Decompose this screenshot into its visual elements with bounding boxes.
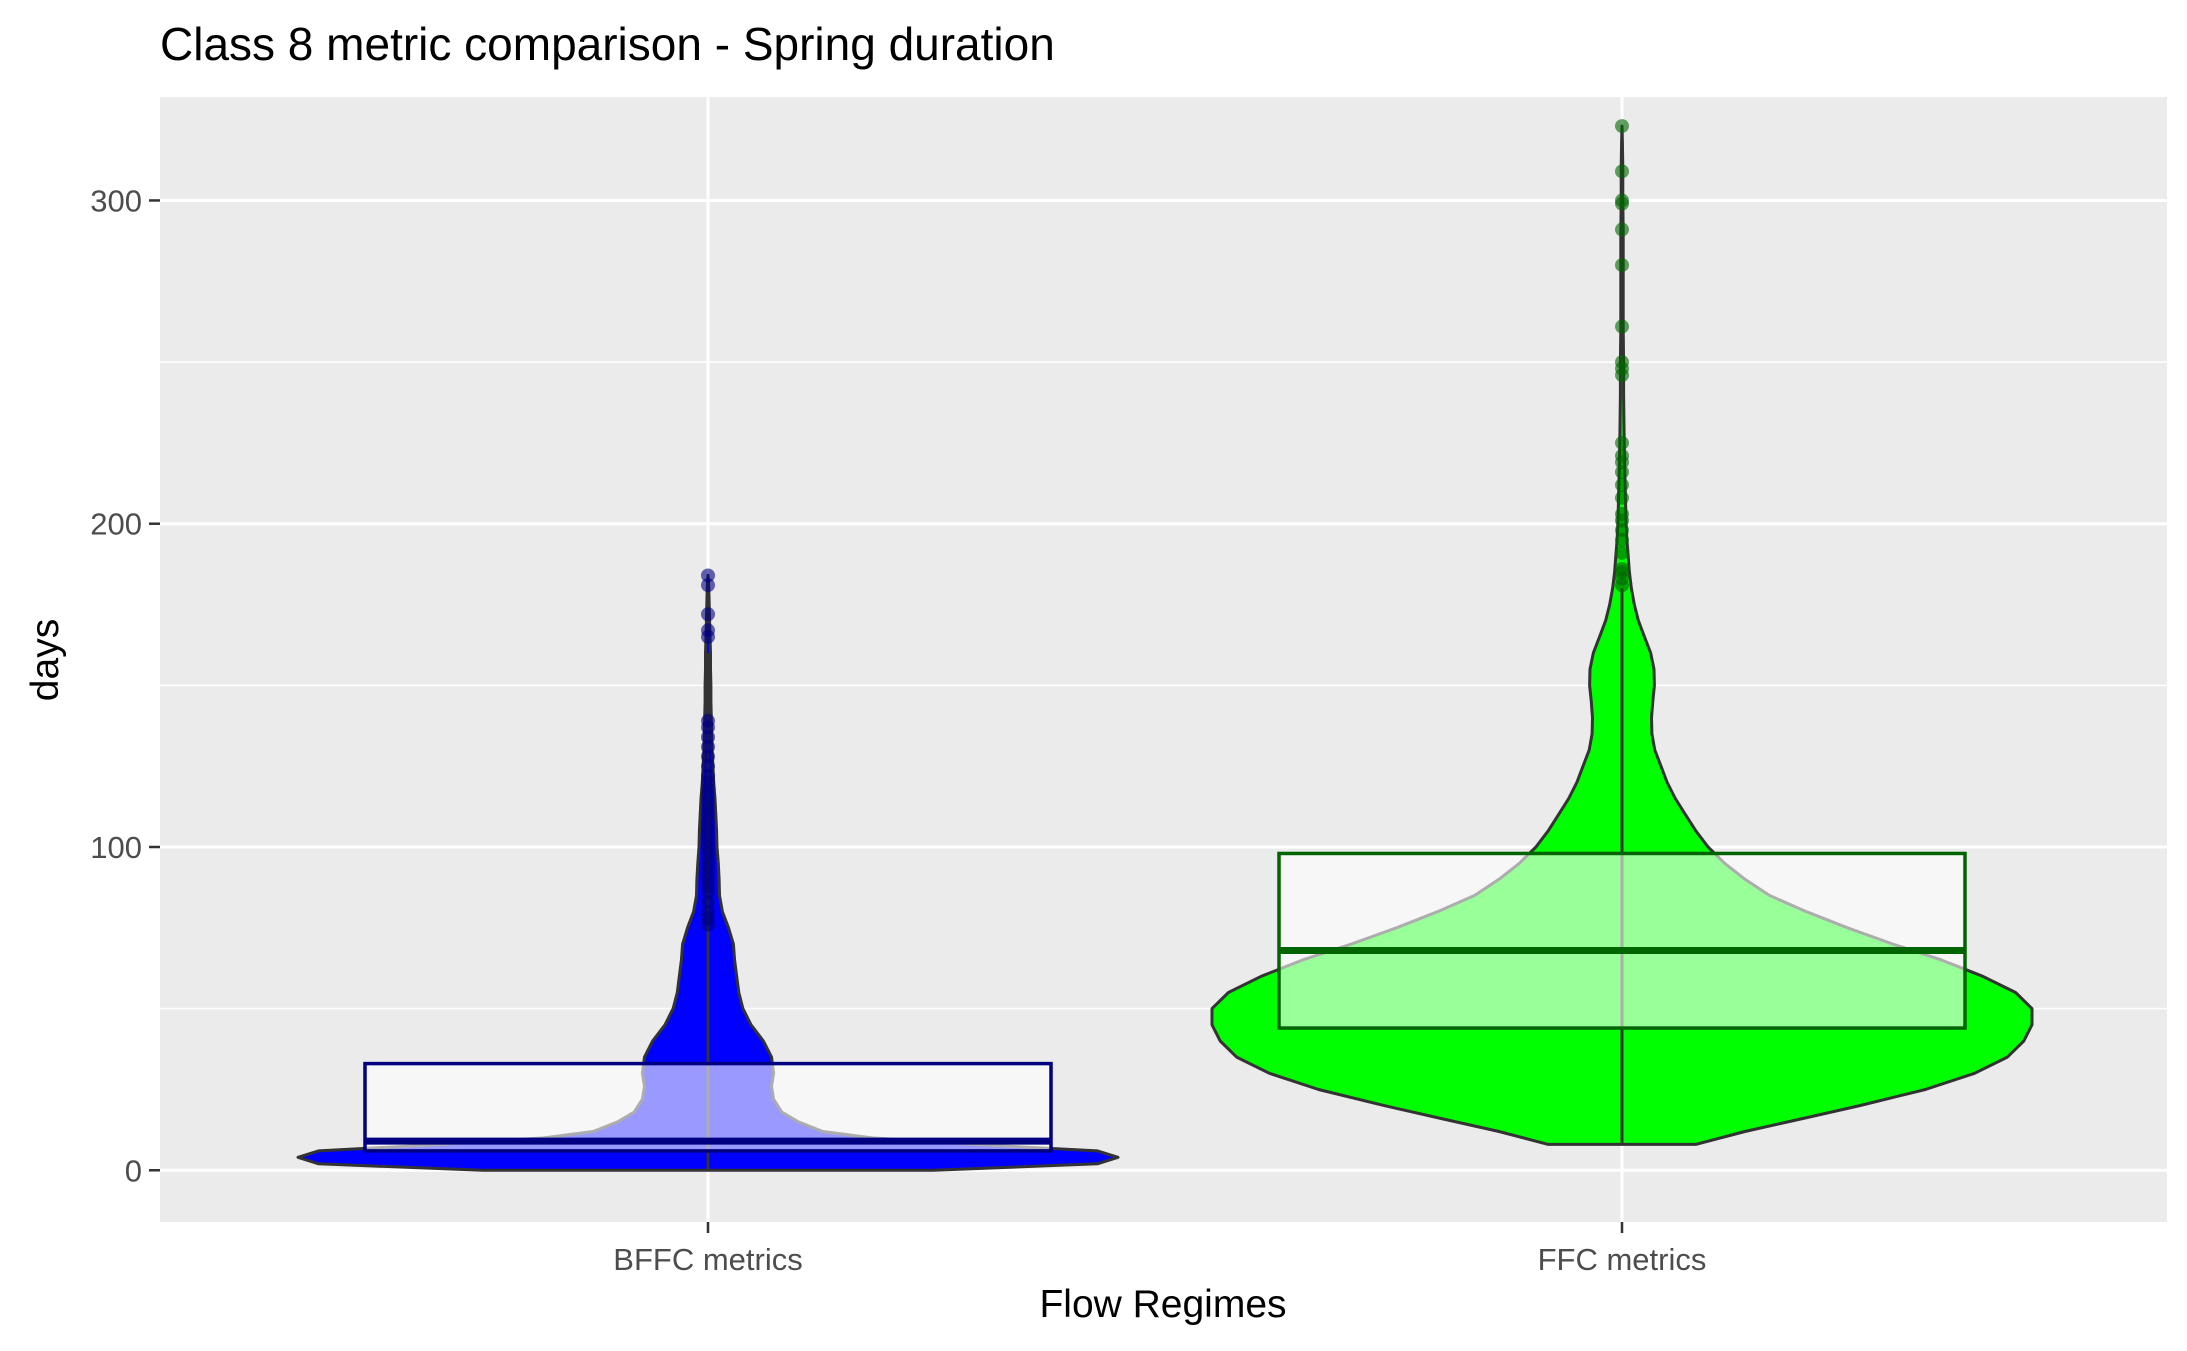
outlier-point	[1615, 561, 1629, 576]
outlier-point	[701, 749, 715, 764]
outlier-point	[1615, 507, 1629, 522]
y-tick-label: 200	[90, 507, 142, 542]
outlier-point	[1615, 435, 1629, 450]
outlier-point	[1615, 355, 1629, 370]
outlier-point	[1615, 477, 1629, 492]
outlier-point	[1615, 193, 1629, 208]
x-tick-label: BFFC metrics	[613, 1242, 802, 1277]
violin-group-bffc	[296, 568, 1120, 1172]
x-axis-title: Flow Regimes	[1039, 1283, 1286, 1326]
outlier-point	[1615, 119, 1629, 134]
outlier-point	[701, 904, 715, 919]
outlier-point	[701, 623, 715, 638]
outlier-point	[701, 607, 715, 622]
outlier-point	[1615, 319, 1629, 334]
chart-title: Class 8 metric comparison - Spring durat…	[160, 18, 1055, 70]
outlier-point	[1615, 258, 1629, 273]
outlier-point	[701, 894, 715, 909]
outlier-point	[701, 713, 715, 728]
box	[363, 1061, 1053, 1153]
outlier-point	[1615, 532, 1629, 547]
outlier-point	[701, 578, 715, 593]
violin-group-ffc	[1210, 119, 2034, 1146]
outlier-point	[1615, 465, 1629, 479]
outlier-point	[701, 759, 715, 774]
y-tick-label: 100	[90, 830, 142, 865]
outlier-point	[1615, 222, 1629, 237]
outlier-point	[1615, 523, 1629, 538]
y-axis-title: days	[24, 619, 67, 701]
outlier-point	[1615, 545, 1629, 560]
y-tick-label: 300	[90, 183, 142, 218]
box	[1277, 851, 1967, 1030]
x-tick-label: FFC metrics	[1538, 1242, 1707, 1277]
outlier-point	[1615, 448, 1629, 463]
y-axis: 0 100 200 300	[90, 183, 160, 1188]
outlier-point	[701, 730, 715, 745]
outlier-point	[701, 568, 715, 583]
x-axis: BFFC metrics FFC metrics	[613, 1222, 1706, 1277]
chart-marks	[296, 119, 2034, 1172]
outlier-point	[701, 768, 715, 783]
outlier-point	[701, 739, 715, 754]
y-tick-label: 0	[125, 1153, 142, 1188]
outlier-point	[1615, 164, 1629, 179]
outlier-point	[1615, 490, 1629, 505]
